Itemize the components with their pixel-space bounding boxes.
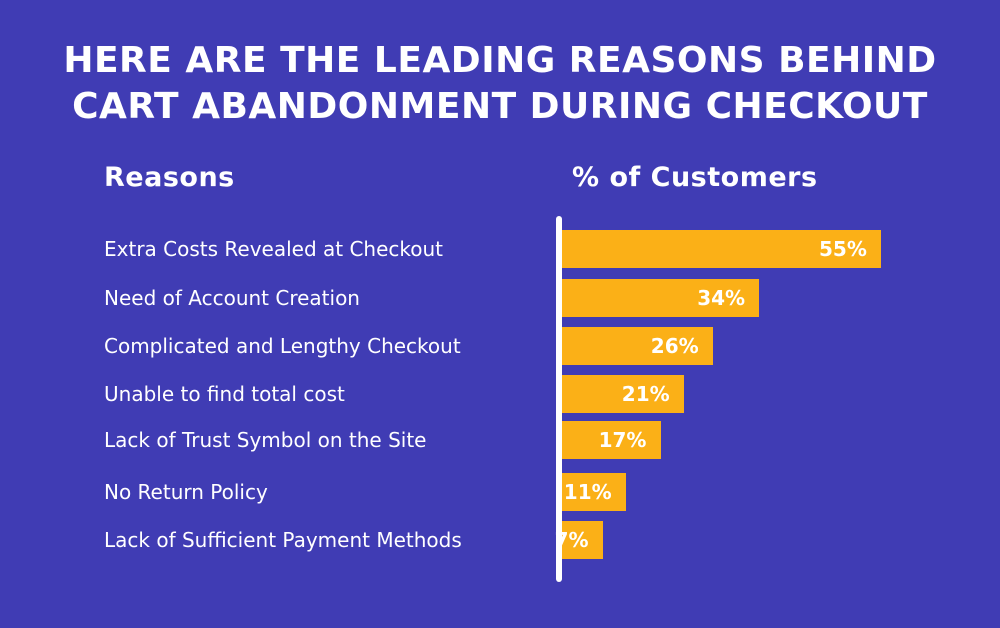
- reason-label: Lack of Sufficient Payment Methods: [104, 528, 462, 552]
- customers-column-header: % of Customers: [572, 162, 818, 193]
- bar-value-label: 17%: [598, 428, 647, 452]
- bar: [562, 279, 760, 317]
- reason-label: Lack of Trust Symbol on the Site: [104, 428, 427, 452]
- bar: [562, 473, 626, 511]
- bar: [562, 375, 684, 413]
- chart-title-line-1: HERE ARE THE LEADING REASONS BEHIND: [63, 40, 937, 81]
- reason-label: Extra Costs Revealed at Checkout: [104, 237, 444, 261]
- reason-label: Complicated and Lengthy Checkout: [104, 334, 461, 358]
- axis-line: [556, 216, 562, 582]
- bar-value-label: 11%: [563, 480, 612, 504]
- bar-value-label: 55%: [819, 237, 867, 261]
- bar: [562, 327, 713, 365]
- reason-label: No Return Policy: [104, 480, 268, 504]
- chart-title-line-2: CART ABANDONMENT DURING CHECKOUT: [72, 86, 928, 127]
- bar-value-label: 34%: [697, 286, 746, 310]
- bar-value-label: 21%: [621, 382, 670, 406]
- reason-label: Need of Account Creation: [104, 286, 360, 310]
- bar-value-label: 7%: [554, 528, 589, 552]
- chart-title: HERE ARE THE LEADING REASONS BEHIND CART…: [0, 38, 1000, 130]
- bar: [562, 521, 603, 559]
- reason-label: Unable to find total cost: [104, 382, 345, 406]
- bar: [562, 230, 881, 268]
- bar: [562, 421, 661, 459]
- reasons-column-header: Reasons: [104, 162, 235, 193]
- bar-value-label: 26%: [650, 334, 699, 358]
